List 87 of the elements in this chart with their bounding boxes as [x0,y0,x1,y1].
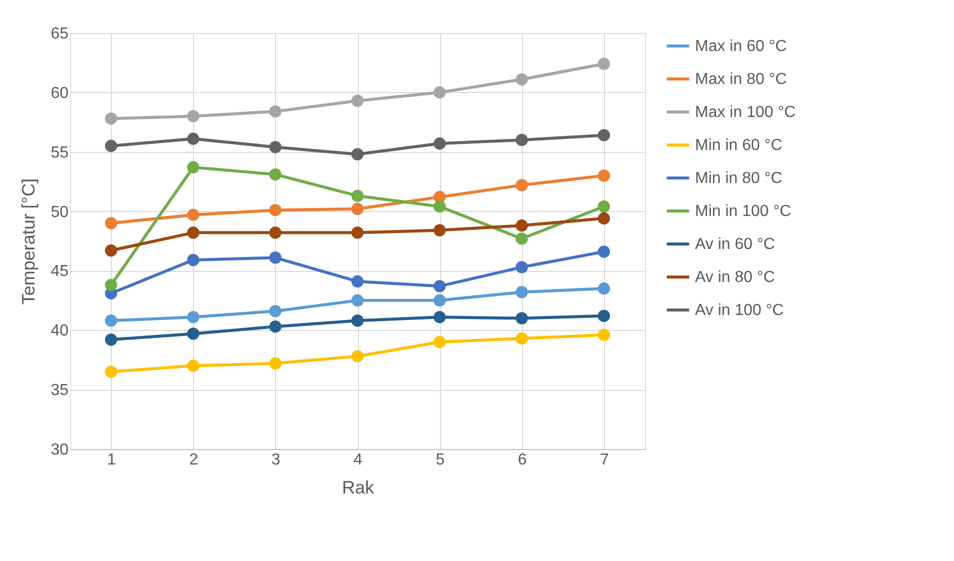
point [187,110,200,122]
legend-label: Min in 100 °C [695,203,792,220]
x-tick-label: 2 [189,452,198,468]
point [434,224,446,236]
point [351,314,364,327]
point [351,275,364,288]
y-tick-label: 40 [50,322,69,340]
point [598,212,610,225]
point [434,200,446,213]
y-tick-label: 65 [50,26,69,42]
legend-label: Min in 60 °C [695,137,782,154]
point [104,217,118,230]
x-tick-label: 3 [271,452,280,468]
point [434,294,446,307]
point [104,366,118,378]
point [598,310,610,322]
point [516,261,528,274]
point [187,254,200,266]
legend-label: Max in 100 °C [695,104,796,121]
point [187,208,200,221]
legend-label: Min in 80 °C [695,170,782,187]
point [351,226,364,239]
point [434,336,446,348]
x-axis-title: Rak [342,478,375,498]
y-tick-label: 45 [50,263,69,280]
x-tick-label: 5 [436,452,445,468]
point [351,294,364,307]
point [269,204,282,216]
legend-label: Av in 60 °C [695,236,775,253]
y-tick-label: 30 [50,442,69,458]
point [351,94,364,107]
point [516,134,528,146]
point [269,105,282,118]
x-tick-label: 6 [518,452,527,468]
point [598,282,610,295]
point [104,140,118,152]
point [434,280,446,292]
point [269,320,282,333]
y-axis-title: Temperatur [°C] [18,178,39,305]
point [598,129,610,142]
point [351,190,364,202]
point [187,132,200,145]
point [434,137,446,150]
point [516,219,528,232]
point [598,328,610,342]
x-tick-label: 7 [600,452,609,468]
point [434,310,446,324]
y-tick-label: 50 [50,204,69,221]
point [516,312,528,324]
point [598,246,610,258]
point [269,252,282,264]
legend-label: Max in 80 °C [695,71,787,88]
point [269,168,282,181]
point [598,170,610,182]
point [351,350,364,362]
y-tick-label: 60 [50,84,69,102]
point [104,314,118,327]
point [104,278,118,292]
point [516,232,528,245]
x-tick-label: 4 [354,452,363,468]
point [269,305,282,318]
point [104,334,118,346]
point [516,73,528,86]
x-tick-label: 1 [107,452,116,468]
legend-label: Av in 100 °C [695,302,784,319]
point [434,86,446,99]
point [516,179,528,192]
point [269,357,282,370]
point [187,328,200,340]
point [104,112,118,125]
point [187,226,200,239]
point [104,244,118,257]
point [351,202,364,216]
legend-label: Av in 80 °C [695,269,775,286]
point [598,58,610,70]
point [598,200,610,213]
point [187,360,200,372]
y-tick-label: 35 [50,382,69,400]
point [269,226,282,239]
point [516,332,528,345]
point [269,140,282,154]
legend-label: Max in 60 °C [695,38,787,55]
y-tick-label: 55 [50,144,69,162]
point [516,286,528,298]
point [187,161,200,174]
point [351,148,364,160]
point [187,310,200,324]
